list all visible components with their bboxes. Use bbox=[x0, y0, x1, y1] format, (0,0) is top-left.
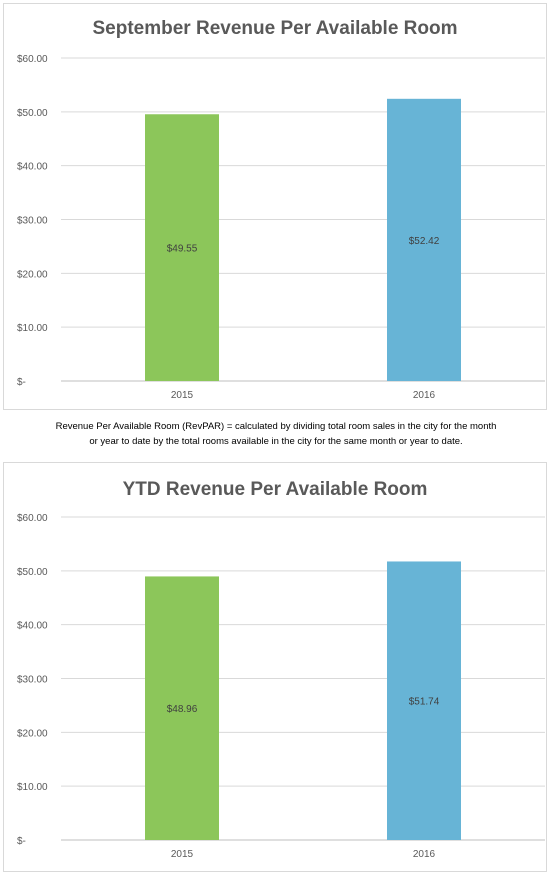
bar-2016 bbox=[387, 98, 461, 381]
bar-2015 bbox=[145, 114, 219, 382]
y-tick-label: $40.00 bbox=[17, 621, 48, 632]
y-tick-label: $60.00 bbox=[17, 513, 48, 524]
y-tick-label: $40.00 bbox=[17, 162, 48, 173]
bar-value-label: $52.42 bbox=[409, 236, 440, 247]
x-tick-label: 2015 bbox=[171, 849, 194, 860]
bar-value-label: $48.96 bbox=[167, 704, 198, 715]
y-tick-label: $50.00 bbox=[17, 567, 48, 578]
footnote-line-2: or year to date by the total rooms avail… bbox=[89, 436, 463, 447]
y-tick-label: $20.00 bbox=[17, 269, 48, 280]
y-tick-label: $30.00 bbox=[17, 675, 48, 686]
y-tick-label: $- bbox=[17, 836, 26, 847]
y-tick-label: $50.00 bbox=[17, 108, 48, 119]
bar-value-label: $49.55 bbox=[167, 244, 198, 255]
x-tick-label: 2016 bbox=[413, 849, 436, 860]
chart-title: YTD Revenue Per Available Room bbox=[122, 479, 428, 500]
x-tick-label: 2015 bbox=[171, 390, 194, 401]
september-revpar-chart: September Revenue Per Available Room $- $… bbox=[3, 3, 547, 410]
y-tick-label: $10.00 bbox=[17, 782, 48, 793]
chart-plot-area: $- $10.00 $20.00 $30.00 $40.00 $50.00 $60.00 $4… bbox=[17, 54, 545, 401]
bar-2016 bbox=[387, 561, 461, 840]
chart-plot-area: $- $10.00 $20.00 $30.00 $40.00 $50.00 $60.00 $4… bbox=[17, 513, 545, 860]
x-tick-label: 2016 bbox=[413, 390, 436, 401]
revpar-footnote: Revenue Per Available Room (RevPAR) = ca… bbox=[0, 419, 552, 449]
y-tick-label: $- bbox=[17, 377, 26, 388]
y-tick-label: $10.00 bbox=[17, 323, 48, 334]
bar-value-label: $51.74 bbox=[409, 697, 440, 708]
y-tick-label: $60.00 bbox=[17, 54, 48, 65]
footnote-line-1: Revenue Per Available Room (RevPAR) = ca… bbox=[55, 421, 497, 432]
ytd-revpar-chart: YTD Revenue Per Available Room $- $10.00 $… bbox=[3, 462, 547, 872]
bar-2015 bbox=[145, 576, 219, 840]
y-tick-label: $30.00 bbox=[17, 216, 48, 227]
y-tick-label: $20.00 bbox=[17, 728, 48, 739]
chart-title: September Revenue Per Available Room bbox=[92, 18, 458, 39]
